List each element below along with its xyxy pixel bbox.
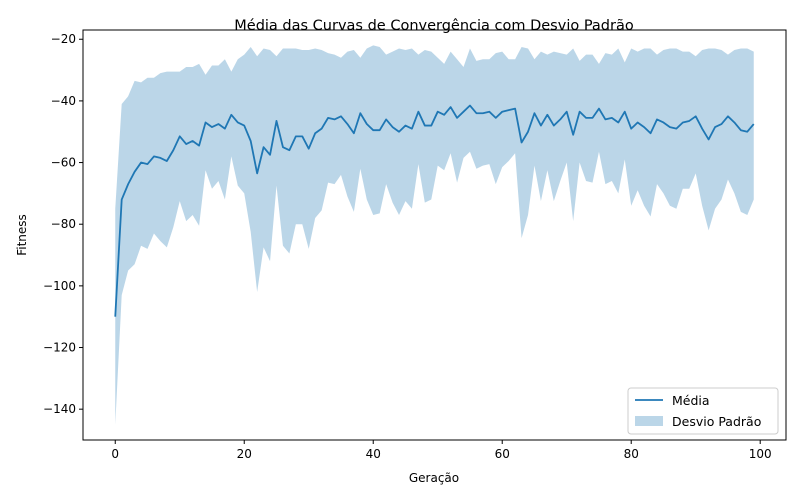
x-tick-label: 100 <box>749 447 772 461</box>
y-tick-label: −60 <box>51 156 76 170</box>
legend-mean-label: Média <box>672 393 710 408</box>
chart-title: Média das Curvas de Convergência com Des… <box>234 18 634 34</box>
x-tick-label: 40 <box>366 447 381 461</box>
x-axis-ticks: 0 20 40 60 80 100 <box>111 440 772 461</box>
x-axis-label: Geração <box>409 471 459 485</box>
x-tick-label: 0 <box>111 447 119 461</box>
legend: Média Desvio Padrão <box>627 387 779 435</box>
y-tick-label: −140 <box>43 402 76 416</box>
y-axis-ticks: −140 −120 −100 −80 −60 −40 −20 <box>43 32 83 416</box>
std-deviation-band <box>115 45 754 425</box>
x-tick-label: 20 <box>237 447 252 461</box>
y-axis-label: Fitness <box>15 214 29 256</box>
legend-band-label: Desvio Padrão <box>672 414 761 429</box>
legend-box <box>627 387 779 435</box>
y-tick-label: −80 <box>51 217 76 231</box>
plot-frame <box>82 29 787 441</box>
y-tick-label: −120 <box>43 341 76 355</box>
y-tick-label: −20 <box>51 32 76 46</box>
y-tick-label: −40 <box>51 94 76 108</box>
y-tick-label: −100 <box>43 279 76 293</box>
plot-area <box>114 45 755 425</box>
mean-line <box>114 104 755 317</box>
x-tick-label: 60 <box>495 447 510 461</box>
legend-band-swatch <box>635 416 663 426</box>
x-tick-label: 80 <box>624 447 639 461</box>
